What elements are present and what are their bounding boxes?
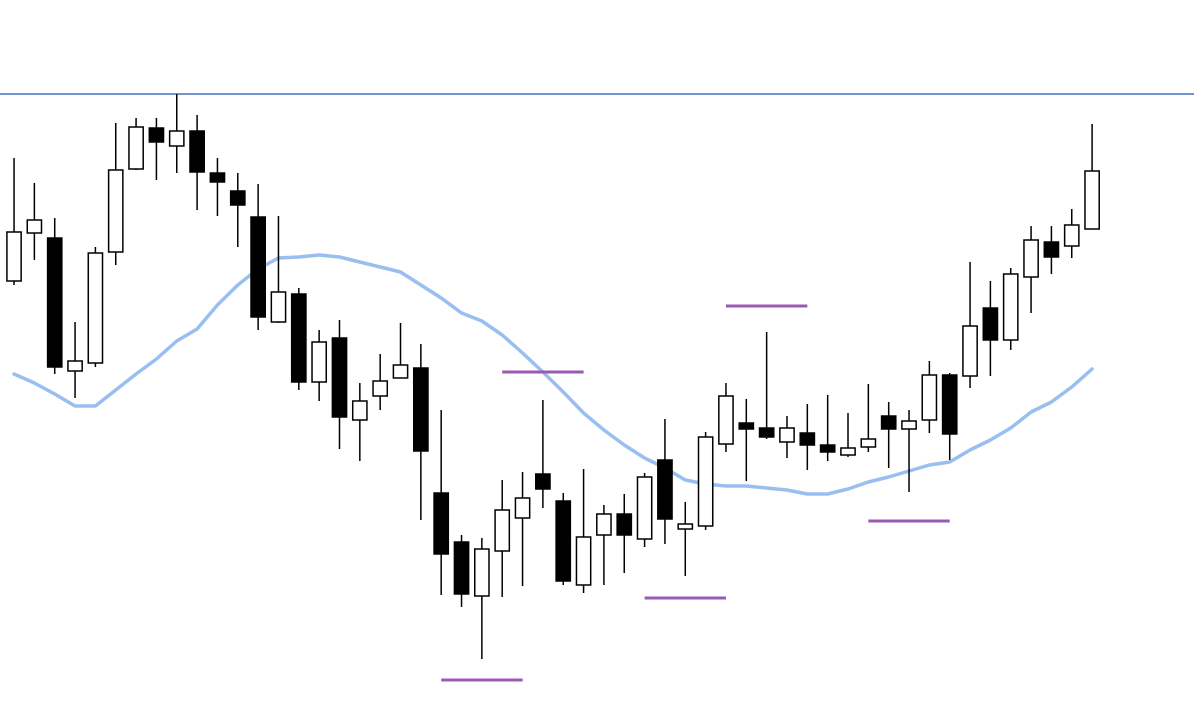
- candle-body: [921, 374, 938, 421]
- candle-body: [168, 130, 185, 147]
- candle-body: [575, 536, 592, 586]
- candle-body: [779, 427, 795, 443]
- candle-body: [616, 513, 633, 536]
- candle-body: [474, 548, 490, 597]
- candle-body: [555, 500, 572, 582]
- candle-body: [209, 172, 226, 183]
- candle-body: [697, 436, 714, 527]
- candle-body: [128, 126, 144, 170]
- candle-body: [331, 337, 348, 418]
- candle-body: [372, 380, 389, 397]
- candle-body: [107, 169, 124, 253]
- candle-body: [657, 459, 673, 520]
- candle-body: [494, 509, 511, 552]
- moving-average: [12, 253, 1094, 496]
- candle-body: [1043, 241, 1060, 258]
- candle-body: [392, 364, 409, 379]
- candle-body: [982, 307, 999, 341]
- candle-body: [1023, 239, 1039, 278]
- candle-body: [819, 444, 836, 453]
- candle-body: [1063, 224, 1080, 247]
- candle-body: [941, 374, 958, 435]
- candle-body: [311, 341, 328, 383]
- candle-body: [250, 216, 266, 318]
- candle-body: [840, 447, 856, 456]
- candle-body: [46, 237, 63, 368]
- candle-body: [535, 473, 551, 490]
- candle-body: [738, 422, 755, 430]
- candle-body: [6, 231, 22, 282]
- candle-body: [412, 367, 429, 452]
- candle-body: [1002, 273, 1019, 341]
- candle-body: [87, 252, 104, 364]
- candle-body: [880, 415, 897, 430]
- candle-body: [758, 427, 775, 438]
- candle-body: [636, 476, 653, 540]
- candle-body: [148, 127, 165, 143]
- candle-body: [229, 190, 246, 206]
- candle-body: [799, 432, 816, 446]
- candle-body: [290, 293, 307, 383]
- candle-body: [67, 360, 83, 372]
- candle-body: [433, 492, 450, 555]
- candle-body: [189, 130, 205, 173]
- candle-body: [718, 395, 734, 445]
- candle-body: [514, 497, 531, 519]
- candle-body: [1084, 170, 1100, 230]
- candle-body: [26, 219, 43, 234]
- candle-body: [351, 400, 368, 421]
- candle-body: [677, 523, 694, 530]
- candle-body: [860, 438, 877, 448]
- candle-body: [901, 420, 917, 430]
- candle-body: [962, 325, 978, 377]
- candle-body: [596, 513, 612, 536]
- candle-body: [270, 291, 287, 323]
- candle-body: [453, 541, 470, 595]
